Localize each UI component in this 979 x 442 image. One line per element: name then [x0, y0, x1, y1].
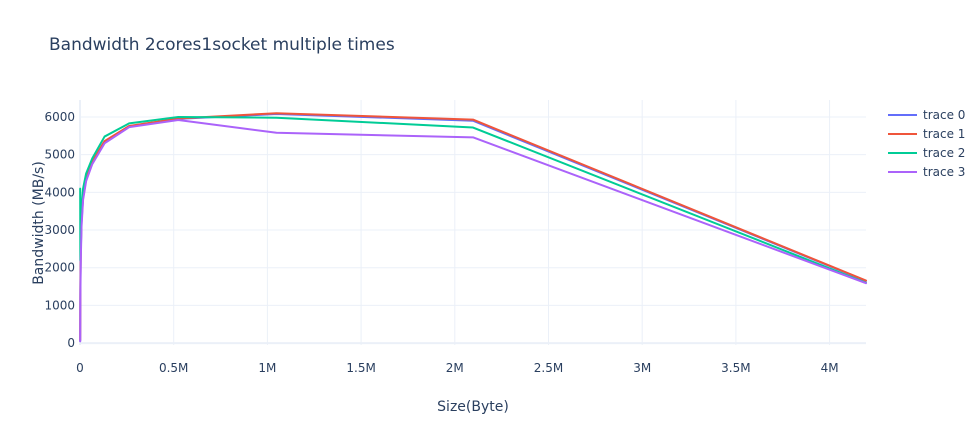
x-tick-label: 1M — [258, 361, 276, 375]
x-tick-label: 1.5M — [346, 361, 375, 375]
legend[interactable]: trace 0 trace 1 trace 2 trace 3 — [888, 108, 965, 179]
x-axis-title: Size(Byte) — [437, 399, 509, 415]
chart-title: Bandwidth 2cores1socket multiple times — [49, 35, 395, 55]
y-axis-title: Bandwidth (MB/s) — [31, 161, 47, 285]
y-tick-label: 3000 — [44, 223, 75, 237]
legend-label: trace 3 — [923, 165, 965, 179]
grid-lines — [79, 100, 866, 345]
y-tick-label: 0 — [67, 336, 75, 350]
y-tick-label: 4000 — [44, 185, 75, 199]
series-line-trace-3[interactable] — [79, 118, 867, 343]
x-tick-label: 0 — [76, 361, 84, 375]
x-tick-label: 0.5M — [159, 361, 188, 375]
x-tick-label: 3M — [633, 361, 651, 375]
x-tick-label: 2.5M — [534, 361, 563, 375]
legend-item-trace-0[interactable]: trace 0 — [888, 108, 965, 122]
series-lines — [79, 112, 867, 343]
x-tick-label: 2M — [446, 361, 464, 375]
y-tick-label: 6000 — [44, 110, 75, 124]
legend-item-trace-3[interactable]: trace 3 — [888, 165, 965, 179]
legend-item-trace-2[interactable]: trace 2 — [888, 146, 965, 160]
axes: 0 1000 2000 3000 4000 5000 6000 0 0.5M 1M 1.5M 2M 2.… — [44, 110, 838, 375]
y-tick-label: 1000 — [44, 298, 75, 312]
legend-label: trace 1 — [923, 127, 965, 141]
legend-item-trace-1[interactable]: trace 1 — [888, 127, 965, 141]
y-tick-label: 5000 — [44, 148, 75, 162]
x-tick-label: 4M — [821, 361, 839, 375]
x-tick-label: 3.5M — [721, 361, 750, 375]
y-tick-label: 2000 — [44, 261, 75, 275]
legend-label: trace 0 — [923, 108, 965, 122]
legend-label: trace 2 — [923, 146, 965, 160]
